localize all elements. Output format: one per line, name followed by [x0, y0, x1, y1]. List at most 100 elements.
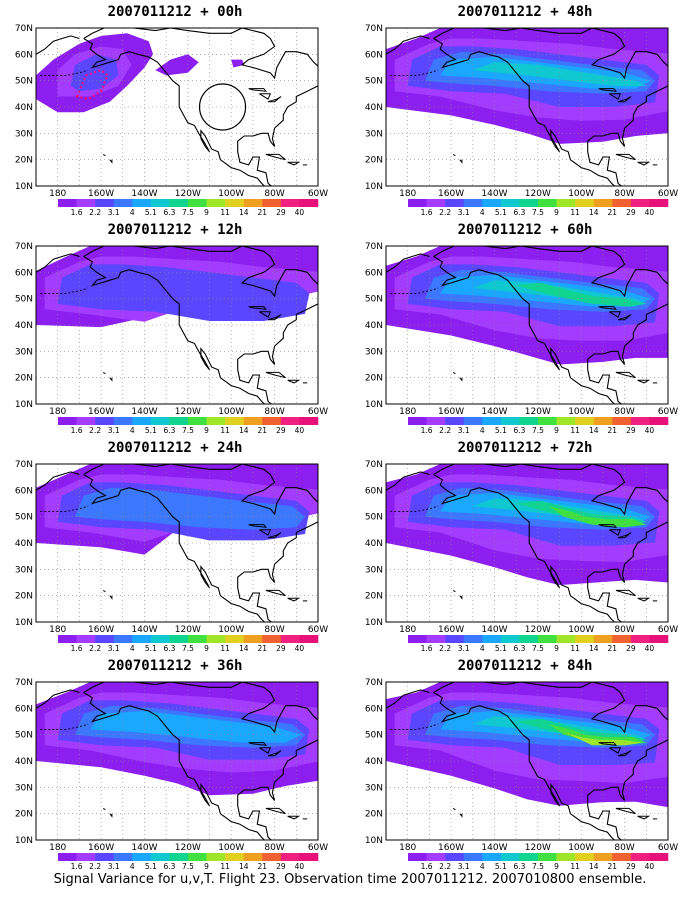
lon-tick-label: 140W	[481, 407, 507, 417]
colorbar-swatch	[299, 635, 319, 643]
lat-tick-label: 10N	[365, 182, 383, 192]
lat-tick-label: 10N	[365, 836, 383, 846]
lon-tick-label: 60W	[308, 189, 328, 199]
colorbar-swatch	[612, 635, 632, 643]
colorbar-label: 1.6	[71, 862, 83, 871]
colorbar: 1.6 2.2 3.1 4 5.1 6.3 7.5 9 11 14 21 29 40	[58, 417, 319, 435]
colorbar-swatch	[408, 853, 427, 861]
map-panel-p36: 2007011212 + 36h 70N 60N 50N 40N 30N 20N 10N 180…	[0, 654, 350, 872]
lat-tick-label: 50N	[365, 513, 383, 523]
colorbar-swatch	[262, 199, 282, 207]
colorbar-label: 3.1	[458, 426, 470, 435]
colorbar-label: 1.6	[421, 862, 433, 871]
lon-tick-label: 140W	[481, 189, 507, 199]
colorbar-label: 5.1	[495, 426, 507, 435]
colorbar-swatch	[76, 199, 96, 207]
colorbar-swatch	[519, 199, 539, 207]
colorbar-label: 14	[589, 208, 599, 217]
lat-tick-label: 60N	[15, 50, 33, 60]
colorbar-swatch	[243, 199, 263, 207]
map-frame	[35, 27, 319, 187]
lon-tick-label: 100W	[568, 625, 594, 635]
contour-level-1	[155, 54, 199, 76]
colorbar-swatch	[482, 417, 502, 425]
colorbar-label: 7.5	[532, 862, 544, 871]
colorbar-label: 14	[589, 644, 599, 653]
colorbar-swatch	[538, 417, 557, 425]
lat-tick-label: 30N	[365, 347, 383, 357]
lon-tick-label: 80W	[264, 189, 284, 199]
colorbar-label: 9	[554, 644, 559, 653]
lon-tick-label: 180	[49, 407, 66, 417]
map-canvas: 70N 60N 50N 40N 30N 20N 10N 180 160W 140W 120W 100W…	[15, 242, 328, 435]
colorbar-swatch	[169, 199, 189, 207]
colorbar-swatch	[445, 853, 465, 861]
colorbar-swatch	[243, 417, 263, 425]
lat-tick-label: 30N	[365, 783, 383, 793]
map-panel-p48: 2007011212 + 48h 70N 60N 50N 40N 30N 20N 10N 180…	[350, 0, 700, 218]
colorbar-swatch	[538, 853, 557, 861]
colorbar-label: 6.3	[513, 862, 525, 871]
colorbar-label: 21	[258, 862, 268, 871]
colorbar-swatch	[280, 635, 300, 643]
colorbar-label: 6.3	[163, 426, 175, 435]
lat-tick-label: 40N	[15, 757, 33, 767]
colorbar-label: 5.1	[495, 644, 507, 653]
colorbar-swatch	[262, 635, 282, 643]
lon-tick-label: 80W	[614, 189, 634, 199]
colorbar-label: 2.2	[89, 644, 101, 653]
colorbar: 1.6 2.2 3.1 4 5.1 6.3 7.5 9 11 14 21 29 40	[408, 199, 669, 217]
lon-tick-label: 60W	[308, 843, 328, 853]
colorbar-swatch	[113, 853, 133, 861]
colorbar-swatch	[630, 199, 650, 207]
colorbar-label: 1.6	[71, 426, 83, 435]
colorbar-swatch	[426, 199, 446, 207]
colorbar-swatch	[630, 853, 650, 861]
contour-level-3	[75, 487, 305, 530]
colorbar-label: 29	[626, 426, 636, 435]
colorbar-label: 6.3	[513, 208, 525, 217]
colorbar-label: 29	[626, 862, 636, 871]
map-frame	[35, 245, 319, 405]
contour-level-2	[231, 59, 245, 68]
lon-tick-label: 60W	[308, 407, 328, 417]
lon-tick-label: 160W	[438, 189, 464, 199]
map-canvas: 70N 60N 50N 40N 30N 20N 10N 180 160W 140W 120W 100W…	[365, 460, 678, 653]
colorbar-label: 9	[554, 862, 559, 871]
colorbar-swatch	[188, 417, 207, 425]
colorbar-label: 1.6	[421, 208, 433, 217]
colorbar-swatch	[225, 199, 245, 207]
lat-tick-label: 50N	[365, 77, 383, 87]
colorbar-swatch	[76, 853, 96, 861]
lon-tick-label: 120W	[175, 625, 201, 635]
colorbar-swatch	[463, 417, 483, 425]
colorbar-label: 4	[130, 862, 135, 871]
lon-tick-label: 180	[49, 843, 66, 853]
colorbar-label: 14	[239, 208, 249, 217]
lat-tick-label: 60N	[15, 704, 33, 714]
colorbar-swatch	[575, 853, 595, 861]
colorbar-swatch	[500, 199, 520, 207]
coastlines	[386, 28, 668, 186]
lat-tick-label: 20N	[15, 374, 33, 384]
colorbar-swatch	[649, 417, 669, 425]
lat-tick-label: 30N	[365, 129, 383, 139]
colorbar-label: 14	[239, 644, 249, 653]
map-canvas: 70N 60N 50N 40N 30N 20N 10N 180 160W 140W 120W 100W…	[365, 24, 678, 217]
lat-tick-label: 40N	[365, 321, 383, 331]
lat-tick-label: 40N	[365, 757, 383, 767]
lat-tick-label: 70N	[15, 24, 33, 34]
map-canvas: 70N 60N 50N 40N 30N 20N 10N 180 160W 140W 120W 100W…	[365, 678, 678, 871]
map-frame	[385, 463, 669, 623]
colorbar: 1.6 2.2 3.1 4 5.1 6.3 7.5 9 11 14 21 29 40	[58, 199, 319, 217]
colorbar-label: 6.3	[163, 644, 175, 653]
lat-tick-label: 10N	[15, 836, 33, 846]
panel-title: 2007011212 + 00h	[107, 4, 243, 20]
colorbar: 1.6 2.2 3.1 4 5.1 6.3 7.5 9 11 14 21 29 40	[408, 417, 669, 435]
lon-tick-label: 120W	[525, 843, 551, 853]
colorbar-swatch	[426, 853, 446, 861]
colorbar-swatch	[649, 635, 669, 643]
colorbar-label: 9	[204, 426, 209, 435]
lat-tick-label: 20N	[15, 156, 33, 166]
colorbar-swatch	[58, 199, 77, 207]
